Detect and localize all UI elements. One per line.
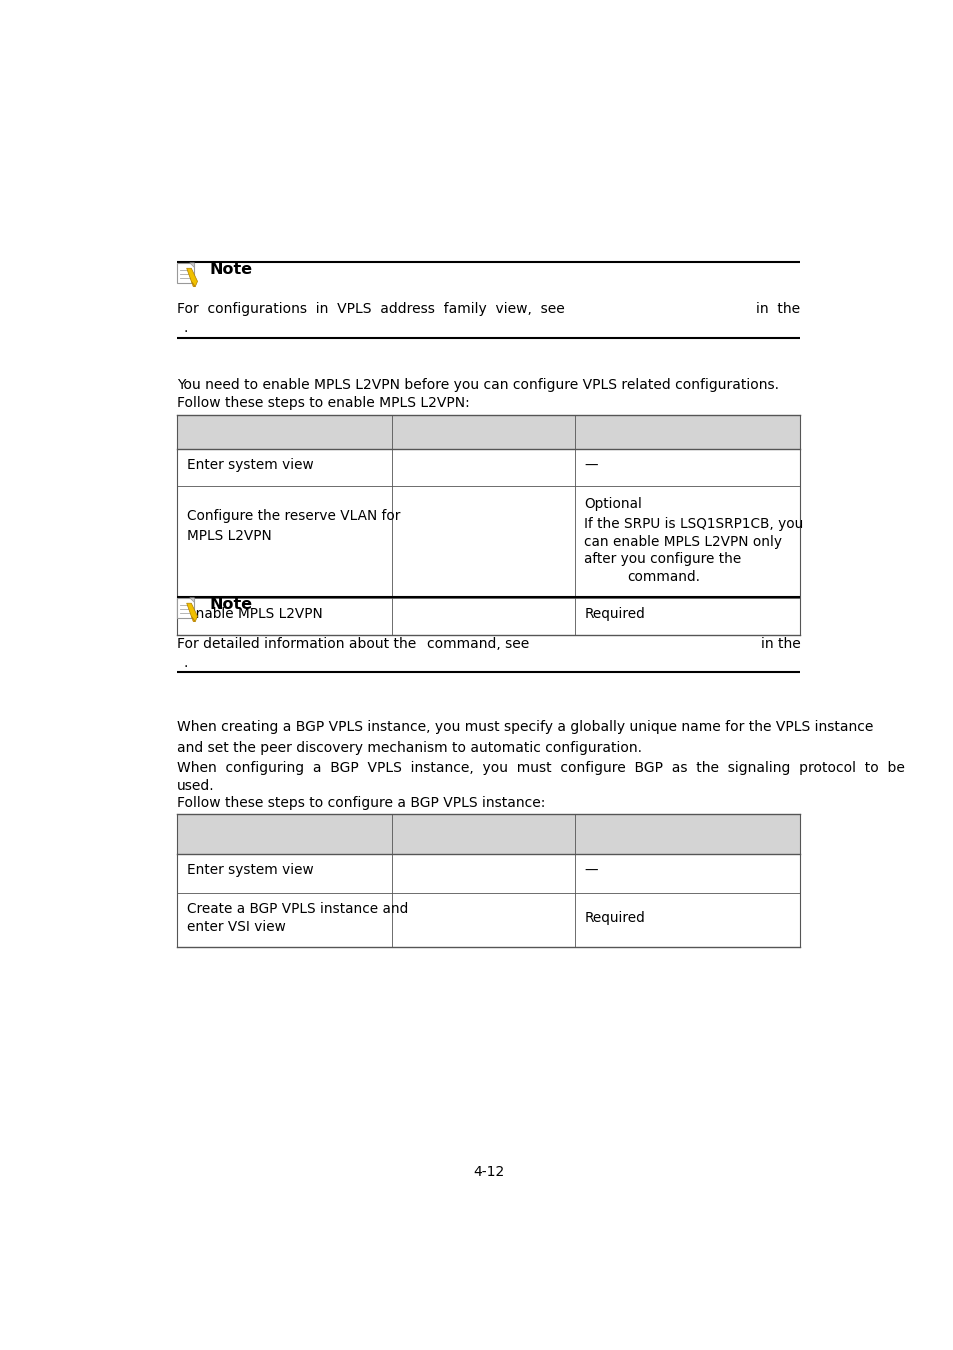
Text: For  configurations  in  VPLS  address  family  view,  see: For configurations in VPLS address famil… <box>177 302 564 316</box>
Polygon shape <box>190 598 194 602</box>
Text: in  the: in the <box>756 302 800 316</box>
Text: When  configuring  a  BGP  VPLS  instance,  you  must  configure  BGP  as  the  : When configuring a BGP VPLS instance, yo… <box>177 761 904 775</box>
Text: can enable MPLS L2VPN only: can enable MPLS L2VPN only <box>583 535 781 548</box>
Text: When creating a BGP VPLS instance, you must specify a globally unique name for t: When creating a BGP VPLS instance, you m… <box>177 721 873 734</box>
Polygon shape <box>192 281 195 286</box>
Polygon shape <box>187 269 197 286</box>
Text: after you configure the: after you configure the <box>583 552 740 567</box>
Bar <box>177 263 194 284</box>
Text: —: — <box>583 459 598 472</box>
Text: Note: Note <box>210 598 253 613</box>
Bar <box>177 598 194 618</box>
Text: .: . <box>183 656 188 670</box>
Text: You need to enable MPLS L2VPN before you can configure VPLS related configuratio: You need to enable MPLS L2VPN before you… <box>177 378 779 392</box>
Text: command.: command. <box>626 570 700 585</box>
Text: command, see: command, see <box>427 637 529 651</box>
Text: Optional: Optional <box>583 497 641 510</box>
Polygon shape <box>187 603 197 622</box>
Text: used.: used. <box>177 779 214 792</box>
Text: and set the peer discovery mechanism to automatic configuration.: and set the peer discovery mechanism to … <box>177 741 641 755</box>
Polygon shape <box>192 617 195 622</box>
Text: Follow these steps to configure a BGP VPLS instance:: Follow these steps to configure a BGP VP… <box>177 796 545 810</box>
Text: enter VSI view: enter VSI view <box>187 919 285 934</box>
Text: Enter system view: Enter system view <box>187 864 313 878</box>
Text: For detailed information about the: For detailed information about the <box>177 637 416 651</box>
Text: in the: in the <box>760 637 800 651</box>
Text: Note: Note <box>210 262 253 278</box>
Bar <box>177 414 800 450</box>
Text: Required: Required <box>583 911 644 925</box>
Text: Create a BGP VPLS instance and: Create a BGP VPLS instance and <box>187 902 408 915</box>
Polygon shape <box>190 263 194 267</box>
Text: Enter system view: Enter system view <box>187 459 313 472</box>
Text: MPLS L2VPN: MPLS L2VPN <box>187 528 272 543</box>
Text: 4-12: 4-12 <box>473 1165 504 1180</box>
Text: Configure the reserve VLAN for: Configure the reserve VLAN for <box>187 509 399 524</box>
Text: Required: Required <box>583 608 644 621</box>
Text: Enable MPLS L2VPN: Enable MPLS L2VPN <box>187 608 322 621</box>
Text: —: — <box>583 864 598 878</box>
Text: If the SRPU is LSQ1SRP1CB, you: If the SRPU is LSQ1SRP1CB, you <box>583 517 802 531</box>
Text: .: . <box>183 320 188 335</box>
Text: Follow these steps to enable MPLS L2VPN:: Follow these steps to enable MPLS L2VPN: <box>177 396 470 410</box>
Bar <box>177 814 800 855</box>
